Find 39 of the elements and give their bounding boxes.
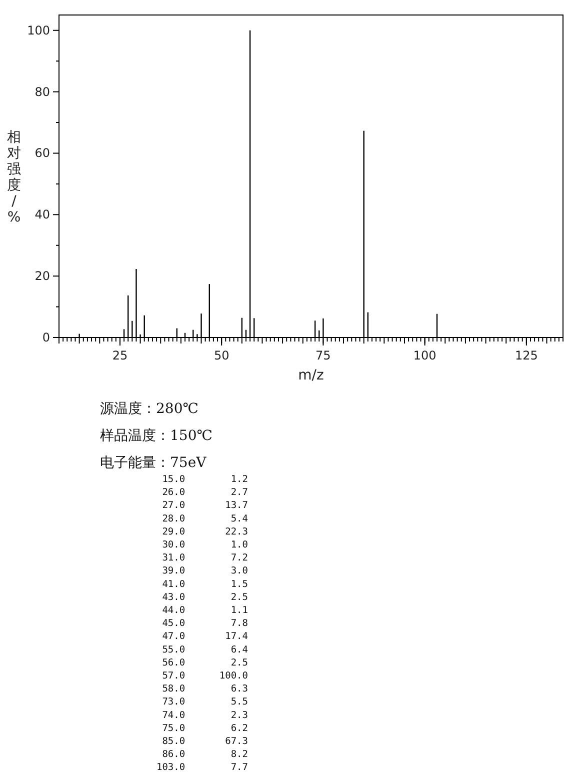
y-tick-label: 40 <box>34 208 50 222</box>
text: 55.0 6.4 <box>162 644 248 656</box>
text: 31.0 7.2 <box>162 552 248 564</box>
text: 45.0 7.8 <box>162 618 248 630</box>
text: 85.0 67.3 <box>162 736 248 747</box>
text: 103.0 7.7 <box>156 762 248 774</box>
y-axis-title: 相对强度/% <box>7 129 21 226</box>
x-tick-label: 100 <box>413 348 436 362</box>
text: 39.0 3.0 <box>162 566 248 577</box>
x-tick-label: 75 <box>316 348 331 362</box>
y-tick-label: 60 <box>34 146 50 160</box>
text: 27.0 13.7 <box>162 500 248 512</box>
x-tick-label: 50 <box>214 348 230 362</box>
text: 58.0 6.3 <box>162 684 248 695</box>
y-tick-label: 0 <box>42 330 50 344</box>
x-tick-label: 125 <box>514 348 538 362</box>
text: 26.0 2.7 <box>162 487 248 498</box>
text: 57.0 100.0 <box>162 670 248 682</box>
x-axis-title: m/z <box>298 368 324 384</box>
text: 41.0 1.5 <box>162 578 248 590</box>
text: 样品温度：150℃ <box>100 428 212 444</box>
text: 43.0 2.5 <box>162 592 248 603</box>
text: 15.0 1.2 <box>162 474 248 485</box>
text: 30.0 1.0 <box>162 540 248 550</box>
x-tick-label: 25 <box>112 348 128 362</box>
text: 47.0 17.4 <box>162 631 248 642</box>
text: 29.0 22.3 <box>162 526 248 538</box>
text: 73.0 5.5 <box>162 696 248 708</box>
text: 56.0 2.5 <box>162 657 248 668</box>
y-tick-label: 100 <box>27 23 50 38</box>
text: 74.0 2.3 <box>162 710 248 721</box>
text: 44.0 1.1 <box>162 605 248 616</box>
text: 源温度：280℃ <box>100 401 198 417</box>
y-tick-label: 20 <box>34 269 50 284</box>
y-tick-label: 80 <box>34 84 50 99</box>
text: 86.0 8.2 <box>162 749 248 760</box>
text: 电子能量：75eV <box>100 455 208 471</box>
text: 28.0 5.4 <box>162 513 248 524</box>
text: 75.0 6.2 <box>162 722 248 734</box>
